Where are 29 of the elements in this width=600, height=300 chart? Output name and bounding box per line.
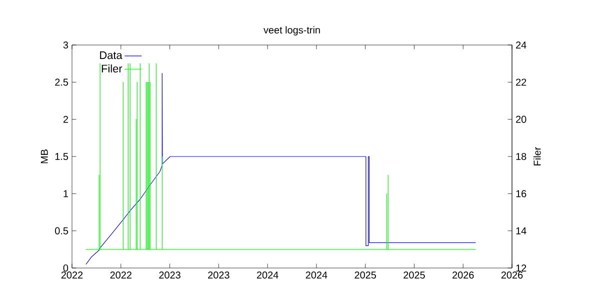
- y2-axis-title: Filer: [533, 146, 541, 166]
- x-tick-label: 2025: [354, 272, 376, 279]
- y-tick-label: 3: [63, 41, 68, 49]
- y2-tick-label: 20: [516, 116, 526, 123]
- y-tick-label: 1.5: [55, 153, 68, 160]
- chart-title: veet logs-trin: [264, 26, 320, 36]
- y2-tick-label: 24: [516, 42, 526, 48]
- x-tick-label: 2023: [208, 272, 230, 279]
- y-tick-label: 0: [63, 264, 68, 272]
- x-tick-label: 2023: [159, 272, 180, 279]
- legend-label: Filer: [102, 64, 122, 72]
- y-tick-label: 2: [63, 116, 68, 123]
- x-tick-label: 2026: [452, 272, 474, 279]
- x-tick-label: 2026: [501, 272, 523, 279]
- x-tick-label: 2022: [110, 272, 132, 279]
- legend-label: Data: [100, 51, 122, 60]
- y-tick-label: 2.5: [55, 78, 68, 86]
- y2-tick-label: 22: [516, 78, 526, 86]
- y2-tick-label: 12: [516, 264, 526, 272]
- y2-tick-label: 14: [516, 227, 526, 234]
- x-tick-label: 2024: [306, 272, 328, 279]
- y2-tick-label: 18: [516, 152, 526, 160]
- x-tick-label: 2025: [404, 272, 425, 279]
- x-tick-label: 2024: [256, 272, 278, 279]
- x-tick-label: 2022: [61, 272, 83, 279]
- y2-tick-label: 16: [516, 190, 526, 198]
- y-tick-label: 0.5: [55, 227, 68, 234]
- y-axis-title: MB: [40, 150, 48, 164]
- y-tick-label: 1: [64, 190, 68, 198]
